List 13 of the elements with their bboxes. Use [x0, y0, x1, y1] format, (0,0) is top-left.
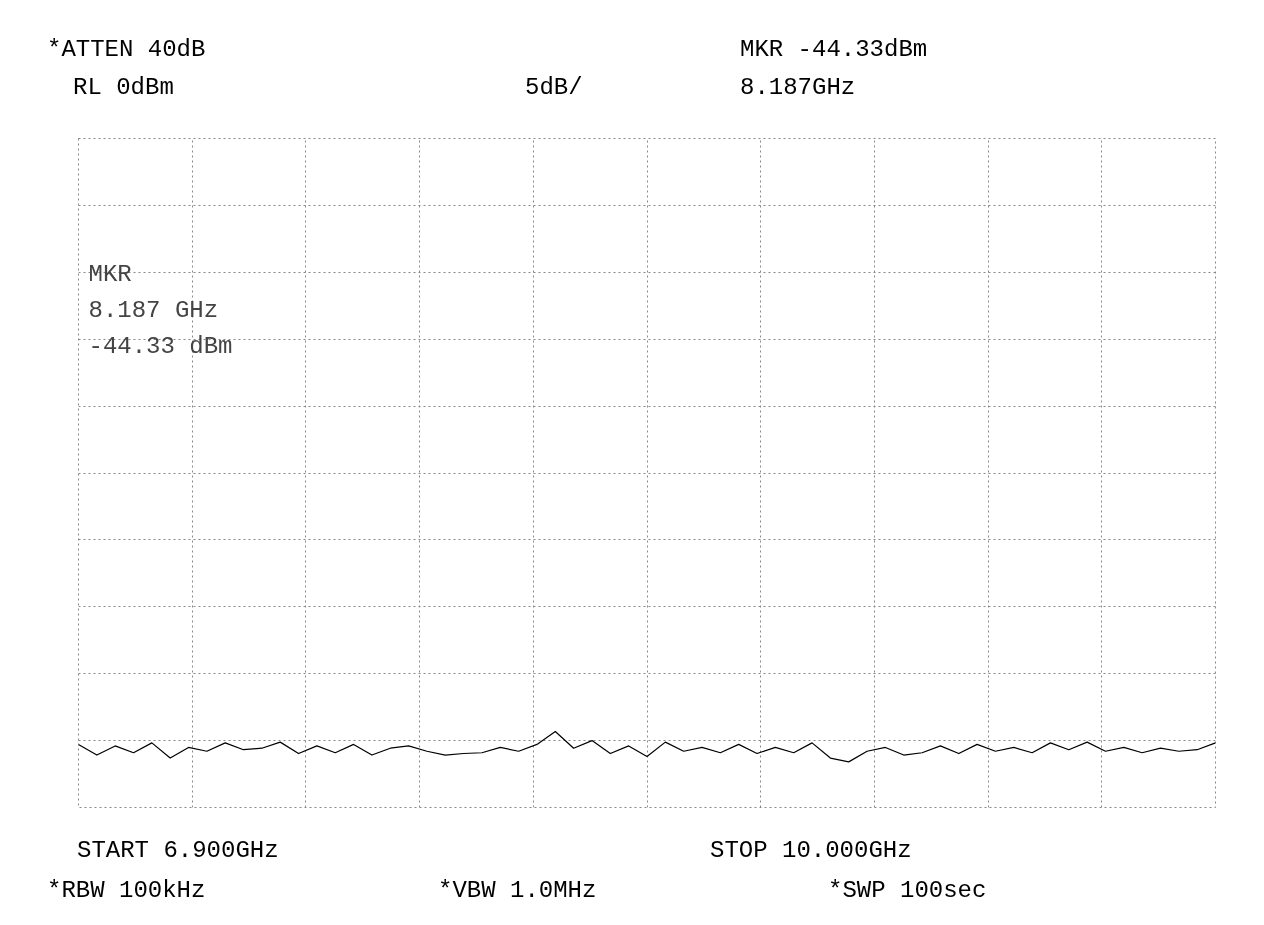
text: MKR -44.33dBm [740, 35, 928, 65]
text: 8.187GHz [740, 73, 856, 103]
text: MKR [88, 260, 132, 288]
text: 8.187 GHz [88, 296, 219, 324]
text: 5dB/ [525, 73, 583, 103]
text: *RBW 100kHz [47, 876, 206, 906]
text: *ATTEN 40dB [47, 35, 206, 65]
text: *SWP 100sec [828, 876, 987, 906]
text: START 6.900GHz [77, 836, 279, 866]
text: STOP 10.000GHz [710, 836, 912, 866]
text: *VBW 1.0MHz [438, 876, 597, 906]
text: RL 0dBm [73, 73, 174, 103]
text: -44.33 dBm [88, 332, 233, 360]
